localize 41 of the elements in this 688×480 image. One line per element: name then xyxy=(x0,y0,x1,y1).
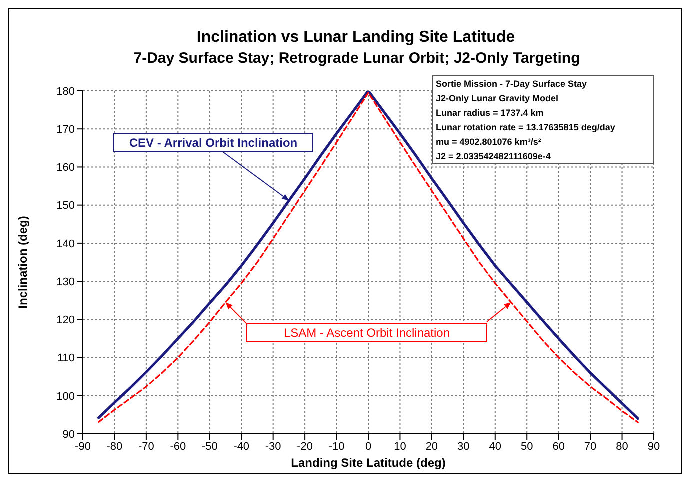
text: Sortie Mission - 7-Day Surface Stay xyxy=(436,79,588,89)
x-tick-label: -90 xyxy=(75,440,91,453)
x-tick-label: 80 xyxy=(616,440,628,453)
x-tick-label: -50 xyxy=(202,440,218,453)
y-axis-title: Inclination (deg) xyxy=(16,216,30,309)
annotation: Lunar radius = 1737.4 km xyxy=(436,108,544,118)
x-tick-label: -80 xyxy=(106,440,123,453)
y-tick-label: 90 xyxy=(62,428,75,441)
chart-title: Inclination vs Lunar Landing Site Latitude xyxy=(196,29,516,46)
x-tick-label: 30 xyxy=(458,440,470,453)
x-tick-label: -60 xyxy=(170,440,186,453)
annotation: mu = 4902.801076 km³/s² xyxy=(436,137,542,147)
x-tick-label: 60 xyxy=(552,440,565,453)
chart-subtitle: 7-Day Surface Stay; Retrograde Lunar Orbit; J2-Only Targeting xyxy=(134,50,580,67)
y-tick-label: 140 xyxy=(56,238,75,250)
x-tick-label: 40 xyxy=(489,440,502,453)
y-tick-label: 160 xyxy=(56,162,75,174)
x-axis-title: Landing Site Latitude (deg) xyxy=(291,456,446,470)
annotation: J2-Only Lunar Gravity Model xyxy=(436,94,559,104)
annotation: Lunar rotation rate = 13.17635815 deg/day xyxy=(436,122,616,132)
series-label: CEV - Arrival Orbit Inclination xyxy=(129,136,298,150)
annotation: J2 = 2.033542482111609e-4 xyxy=(436,152,551,162)
x-tick-label: 0 xyxy=(365,440,372,453)
y-tick-label: 130 xyxy=(56,276,75,288)
x-tick-label: -70 xyxy=(138,440,154,453)
y-tick-label: 170 xyxy=(56,124,75,136)
x-tick-label: 50 xyxy=(520,440,534,453)
x-tick-label: 10 xyxy=(394,440,406,453)
x-tick-label: 20 xyxy=(426,440,438,453)
y-tick-label: 100 xyxy=(56,390,75,403)
y-tick-label: 150 xyxy=(56,200,75,212)
x-tick-label: -20 xyxy=(297,440,314,453)
y-tick-label: 120 xyxy=(56,314,75,327)
y-tick-label: 180 xyxy=(56,86,75,98)
x-tick-label: -10 xyxy=(328,440,345,453)
x-tick-label: 90 xyxy=(648,440,660,453)
text: LSAM - Ascent Orbit Inclination xyxy=(284,326,450,340)
y-tick-label: 110 xyxy=(57,352,75,365)
x-tick-label: -30 xyxy=(265,440,282,453)
x-tick-label: -40 xyxy=(234,440,250,453)
x-tick-label: 70 xyxy=(584,440,597,453)
